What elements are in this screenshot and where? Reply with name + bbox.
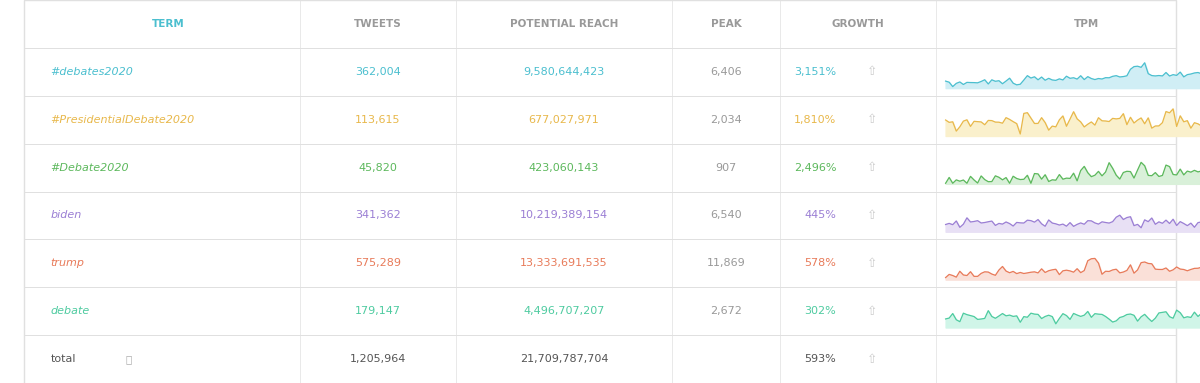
Text: trump: trump (50, 258, 84, 268)
Text: #debates2020: #debates2020 (50, 67, 133, 77)
Text: ⓘ: ⓘ (126, 354, 132, 364)
Text: 677,027,971: 677,027,971 (529, 115, 599, 125)
Text: 113,615: 113,615 (355, 115, 401, 125)
Text: biden: biden (50, 210, 82, 221)
Text: 21,709,787,704: 21,709,787,704 (520, 354, 608, 364)
Text: TERM: TERM (151, 19, 185, 29)
Text: 13,333,691,535: 13,333,691,535 (520, 258, 608, 268)
Text: ⇧: ⇧ (868, 113, 877, 126)
Text: 341,362: 341,362 (355, 210, 401, 221)
Text: total: total (50, 354, 76, 364)
Text: 9,580,644,423: 9,580,644,423 (523, 67, 605, 77)
Text: 10,219,389,154: 10,219,389,154 (520, 210, 608, 221)
Text: #PresidentialDebate2020: #PresidentialDebate2020 (50, 115, 194, 125)
Text: 1,810%: 1,810% (794, 115, 836, 125)
Text: 11,869: 11,869 (707, 258, 745, 268)
Text: ⇧: ⇧ (868, 305, 877, 318)
Text: #Debate2020: #Debate2020 (50, 162, 130, 173)
Text: POTENTIAL REACH: POTENTIAL REACH (510, 19, 618, 29)
Text: 2,034: 2,034 (710, 115, 742, 125)
Text: ⇧: ⇧ (868, 257, 877, 270)
Text: 6,406: 6,406 (710, 67, 742, 77)
Text: 578%: 578% (804, 258, 836, 268)
Text: 575,289: 575,289 (355, 258, 401, 268)
Text: 2,496%: 2,496% (794, 162, 836, 173)
Text: 362,004: 362,004 (355, 67, 401, 77)
Text: 593%: 593% (805, 354, 836, 364)
Text: 2,672: 2,672 (710, 306, 742, 316)
Text: 4,496,707,207: 4,496,707,207 (523, 306, 605, 316)
FancyBboxPatch shape (24, 0, 1176, 383)
Text: 6,540: 6,540 (710, 210, 742, 221)
Text: GROWTH: GROWTH (832, 19, 884, 29)
Text: 1,205,964: 1,205,964 (350, 354, 406, 364)
Text: TPM: TPM (1073, 19, 1099, 29)
Text: ⇧: ⇧ (868, 65, 877, 78)
Text: ⇧: ⇧ (868, 209, 877, 222)
Text: debate: debate (50, 306, 90, 316)
Text: 179,147: 179,147 (355, 306, 401, 316)
Text: 423,060,143: 423,060,143 (529, 162, 599, 173)
Text: 45,820: 45,820 (359, 162, 397, 173)
Text: 907: 907 (715, 162, 737, 173)
Text: ⇧: ⇧ (868, 353, 877, 365)
Text: PEAK: PEAK (710, 19, 742, 29)
Text: 3,151%: 3,151% (794, 67, 836, 77)
Text: 445%: 445% (804, 210, 836, 221)
Text: ⇧: ⇧ (868, 161, 877, 174)
Text: 302%: 302% (805, 306, 836, 316)
Text: TWEETS: TWEETS (354, 19, 402, 29)
